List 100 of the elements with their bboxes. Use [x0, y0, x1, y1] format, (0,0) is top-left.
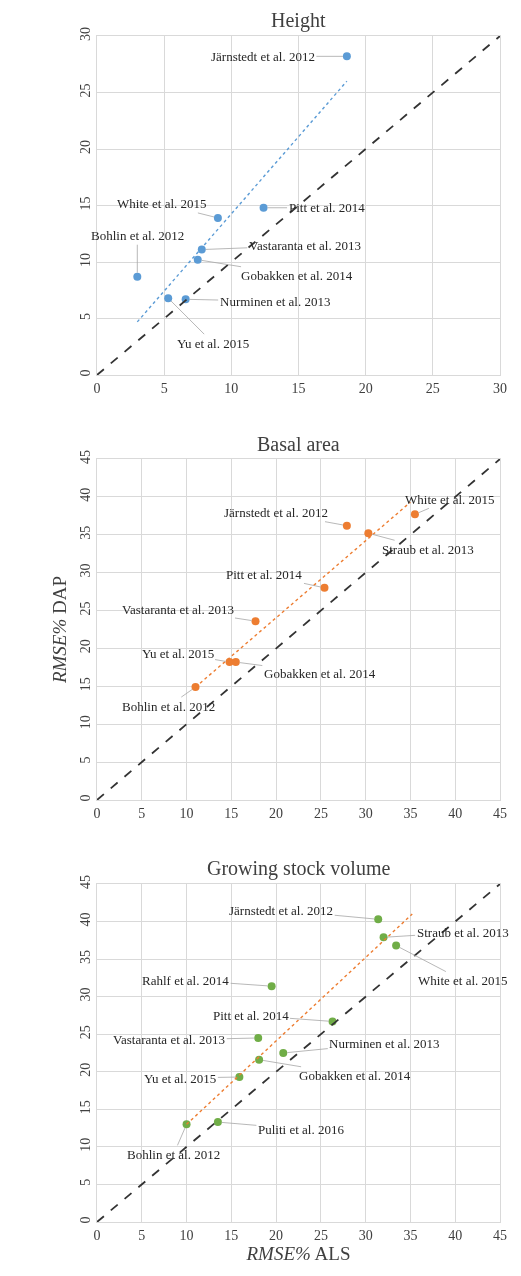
annotation: White et al. 2015	[418, 973, 508, 988]
x-tick-label: 30	[493, 380, 507, 396]
annotation: Bohlin et al. 2012	[127, 1147, 221, 1162]
y-tick-label: 0	[78, 794, 94, 802]
y-tick-label: 25	[78, 1025, 94, 1040]
x-tick-label: 30	[358, 1227, 373, 1243]
point	[254, 1033, 263, 1042]
annotation: Vastaranta et al. 2013	[122, 602, 234, 617]
point	[267, 982, 276, 991]
annotation: White et al. 2015	[117, 196, 207, 211]
x-tick-label: 40	[448, 805, 463, 821]
point	[259, 203, 268, 212]
annotation: Bohlin et al. 2012	[122, 699, 216, 714]
y-tick-label: 20	[78, 1062, 94, 1077]
point	[279, 1049, 288, 1057]
x-tick-label: 15	[291, 380, 306, 396]
x-tick-label: 15	[224, 1227, 239, 1243]
annotation: Gobakken et al. 2014	[299, 1068, 411, 1083]
x-tick-label: 5	[160, 380, 168, 396]
annotation: Gobakken et al. 2014	[241, 268, 353, 283]
y-tick-label: 15	[78, 1100, 94, 1115]
x-tick-label: 20	[269, 1227, 284, 1243]
point	[410, 510, 419, 519]
y-tick-label: 40	[78, 487, 94, 502]
annotation: Puliti et al. 2016	[258, 1122, 345, 1137]
y-tick-label: 20	[78, 639, 94, 654]
point	[392, 941, 401, 950]
annotation: Nurminen et al. 2013	[329, 1036, 440, 1051]
annotation: Järnstedt et al. 2012	[224, 505, 328, 520]
point	[231, 658, 240, 667]
y-tick-label: 10	[78, 252, 94, 267]
annotation: Bohlin et al. 2012	[91, 228, 185, 243]
x-tick-label: 20	[358, 380, 373, 396]
x-axis-title: RMSE% ALS	[245, 1242, 351, 1264]
x-tick-label: 35	[403, 1227, 418, 1243]
point	[251, 617, 260, 626]
y-tick-label: 30	[78, 563, 94, 578]
annotation: Pitt et al. 2014	[226, 567, 303, 582]
point	[320, 583, 329, 592]
point	[213, 213, 222, 222]
y-tick-label: 15	[78, 677, 94, 692]
x-tick-label: 20	[269, 805, 284, 821]
annotation: White et al. 2015	[405, 492, 495, 507]
chart-title: Growing stock volume	[207, 857, 391, 880]
annotation: Yu et al. 2015	[142, 646, 215, 661]
annotation: Pitt et al. 2014	[289, 200, 366, 215]
point	[374, 915, 383, 924]
y-tick-label: 10	[78, 1137, 94, 1152]
annotation: Vastaranta et al. 2013	[113, 1032, 225, 1047]
y-tick-label: 20	[78, 139, 94, 154]
annotation: Nurminen et al. 2013	[220, 294, 331, 309]
point	[164, 294, 173, 303]
y-tick-label: 25	[78, 83, 94, 98]
x-tick-label: 35	[403, 805, 418, 821]
y-axis-title: RMSE% DAP	[49, 575, 71, 685]
x-tick-label: 45	[493, 805, 507, 821]
point	[342, 52, 351, 61]
y-tick-label: 35	[78, 950, 94, 965]
x-tick-label: 45	[493, 1227, 507, 1243]
x-tick-label: 25	[313, 1227, 328, 1243]
point	[255, 1055, 264, 1064]
y-tick-label: 45	[78, 449, 94, 464]
y-tick-label: 45	[78, 874, 94, 889]
point	[182, 1120, 191, 1129]
chart-title: Height	[271, 9, 326, 32]
y-tick-label: 35	[78, 525, 94, 540]
annotation: Pitt et al. 2014	[213, 1008, 290, 1023]
y-tick-label: 5	[78, 312, 94, 320]
y-tick-label: 5	[78, 756, 94, 764]
annotation: Straub et al. 2013	[417, 925, 509, 940]
point	[342, 521, 351, 530]
x-tick-label: 10	[179, 805, 194, 821]
y-tick-label: 0	[78, 1216, 94, 1224]
y-tick-label: 15	[78, 196, 94, 211]
x-tick-label: 25	[425, 380, 440, 396]
x-tick-label: 25	[313, 805, 328, 821]
x-tick-label: 10	[179, 1227, 194, 1243]
annotation: Gobakken et al. 2014	[264, 666, 376, 681]
annotation: Vastaranta et al. 2013	[249, 238, 361, 253]
y-tick-label: 30	[78, 26, 94, 41]
y-tick-label: 30	[78, 987, 94, 1002]
y-tick-label: 0	[78, 369, 94, 377]
x-tick-label: 10	[224, 380, 239, 396]
y-tick-label: 40	[78, 912, 94, 927]
chart-title: Basal area	[257, 433, 340, 455]
annotation: Järnstedt et al. 2012	[211, 49, 315, 64]
point	[213, 1118, 222, 1127]
y-tick-label: 25	[78, 601, 94, 616]
annotation: Rahlf et al. 2014	[142, 973, 230, 988]
y-tick-label: 5	[78, 1178, 94, 1186]
annotation: Yu et al. 2015	[144, 1071, 217, 1086]
x-tick-label: 30	[358, 805, 373, 821]
point	[193, 255, 202, 264]
annotation: Järnstedt et al. 2012	[229, 903, 333, 918]
point	[133, 272, 142, 281]
point	[191, 683, 200, 692]
x-tick-label: 5	[138, 1227, 146, 1243]
point	[197, 245, 206, 254]
annotation: Straub et al. 2013	[382, 542, 474, 557]
x-tick-label: 15	[224, 805, 239, 821]
